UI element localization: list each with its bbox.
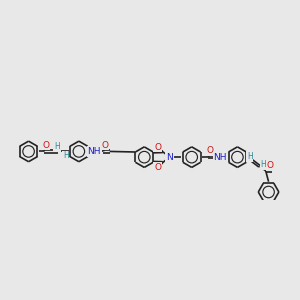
Text: H: H	[54, 142, 60, 152]
Text: H: H	[261, 160, 266, 169]
Text: N: N	[166, 153, 173, 162]
Text: H: H	[63, 152, 69, 160]
Text: O: O	[154, 163, 161, 172]
Text: O: O	[154, 142, 161, 152]
Text: O: O	[206, 146, 214, 155]
Text: NH: NH	[88, 147, 101, 156]
Text: H: H	[247, 152, 253, 161]
Text: O: O	[267, 161, 274, 170]
Text: NH: NH	[214, 153, 227, 162]
Text: O: O	[42, 141, 49, 150]
Text: O: O	[102, 141, 109, 150]
